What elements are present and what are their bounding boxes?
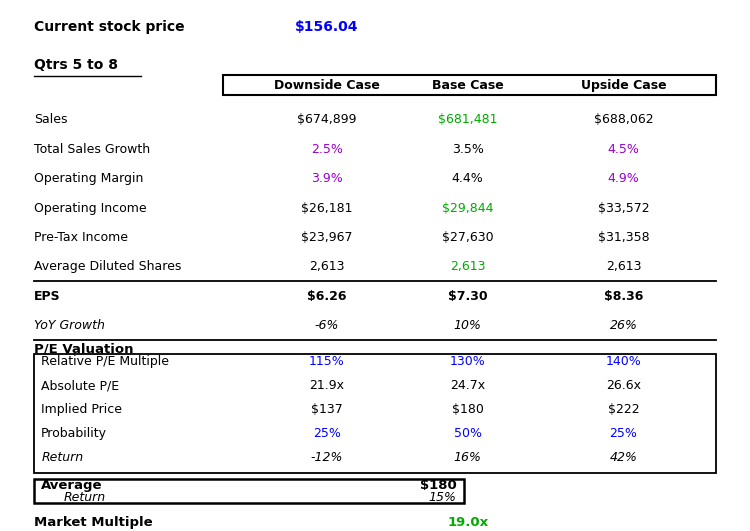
Text: 42%: 42%: [610, 451, 638, 464]
Text: Downside Case: Downside Case: [274, 79, 380, 92]
Text: 10%: 10%: [454, 319, 482, 332]
Text: 16%: 16%: [454, 451, 482, 464]
Text: 130%: 130%: [450, 355, 485, 368]
Text: Operating Income: Operating Income: [34, 202, 146, 215]
Text: $674,899: $674,899: [297, 113, 356, 126]
Text: Market Multiple: Market Multiple: [34, 516, 152, 529]
Text: $29,844: $29,844: [442, 202, 494, 215]
Text: Sales: Sales: [34, 113, 68, 126]
Text: $681,481: $681,481: [438, 113, 497, 126]
Text: 26%: 26%: [610, 319, 638, 332]
Text: EPS: EPS: [34, 290, 61, 303]
Bar: [223, 75, 716, 96]
Text: 3.9%: 3.9%: [311, 172, 343, 185]
Text: Probability: Probability: [41, 427, 107, 440]
Text: Operating Margin: Operating Margin: [34, 172, 143, 185]
Text: Current stock price: Current stock price: [34, 20, 184, 34]
Text: $7.30: $7.30: [448, 290, 488, 303]
Text: Return: Return: [64, 491, 106, 503]
Text: 25%: 25%: [610, 427, 638, 440]
Text: $23,967: $23,967: [301, 231, 352, 244]
Text: Average: Average: [41, 479, 103, 492]
Text: Upside Case: Upside Case: [580, 79, 666, 92]
Text: 3.5%: 3.5%: [452, 143, 484, 156]
Text: Base Case: Base Case: [432, 79, 503, 92]
Text: Relative P/E Multiple: Relative P/E Multiple: [41, 355, 170, 368]
Text: $31,358: $31,358: [598, 231, 650, 244]
Text: $137: $137: [311, 403, 343, 416]
Text: $180: $180: [420, 479, 457, 492]
Text: Total Sales Growth: Total Sales Growth: [34, 143, 150, 156]
Text: 25%: 25%: [313, 427, 340, 440]
Text: $8.36: $8.36: [604, 290, 644, 303]
Text: $26,181: $26,181: [301, 202, 352, 215]
Text: Pre-Tax Income: Pre-Tax Income: [34, 231, 128, 244]
Text: $688,062: $688,062: [594, 113, 653, 126]
Text: 140%: 140%: [605, 355, 641, 368]
Text: $180: $180: [452, 403, 484, 416]
Text: $33,572: $33,572: [598, 202, 650, 215]
Text: 2.5%: 2.5%: [310, 143, 343, 156]
Text: Qtrs 5 to 8: Qtrs 5 to 8: [34, 58, 118, 72]
Text: -12%: -12%: [310, 451, 343, 464]
Text: -6%: -6%: [314, 319, 339, 332]
Text: 4.5%: 4.5%: [608, 143, 640, 156]
Text: 2,613: 2,613: [309, 260, 344, 273]
Text: 2,613: 2,613: [450, 260, 485, 273]
Text: 19.0x: 19.0x: [447, 516, 488, 529]
Text: 2,613: 2,613: [606, 260, 641, 273]
Text: Implied Price: Implied Price: [41, 403, 122, 416]
Text: 4.4%: 4.4%: [452, 172, 484, 185]
Text: 115%: 115%: [309, 355, 345, 368]
Text: $27,630: $27,630: [442, 231, 494, 244]
Bar: [34, 479, 464, 503]
Text: 24.7x: 24.7x: [450, 379, 485, 392]
Bar: [34, 354, 716, 473]
Text: 4.9%: 4.9%: [608, 172, 639, 185]
Text: $222: $222: [608, 403, 639, 416]
Text: Return: Return: [41, 451, 83, 464]
Text: Absolute P/E: Absolute P/E: [41, 379, 119, 392]
Text: Average Diluted Shares: Average Diluted Shares: [34, 260, 182, 273]
Text: 21.9x: 21.9x: [309, 379, 344, 392]
Text: P/E Valuation: P/E Valuation: [34, 342, 134, 356]
Text: YoY Growth: YoY Growth: [34, 319, 105, 332]
Text: $6.26: $6.26: [307, 290, 347, 303]
Text: 50%: 50%: [454, 427, 482, 440]
Text: 15%: 15%: [429, 491, 457, 503]
Text: $156.04: $156.04: [295, 20, 358, 34]
Text: 26.6x: 26.6x: [606, 379, 641, 392]
